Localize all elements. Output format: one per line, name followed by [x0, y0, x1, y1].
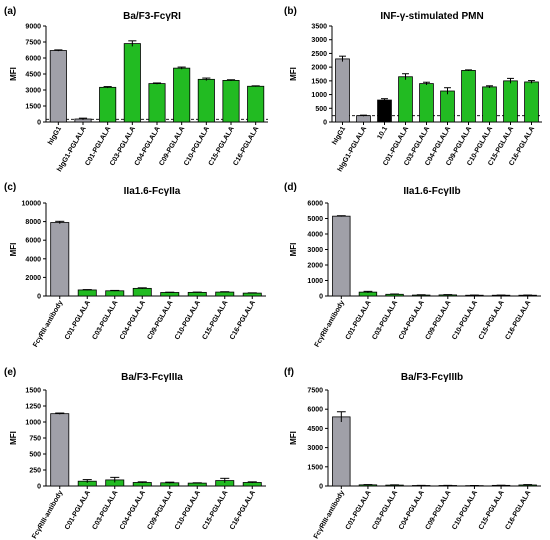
bar [440, 90, 455, 123]
y-tick-label: 6000 [307, 407, 323, 414]
bar [398, 76, 413, 123]
y-axis-label: MFI [9, 431, 18, 445]
y-tick-label: 6000 [307, 201, 323, 208]
y-tick-label: 0 [319, 294, 323, 301]
chart-title: Ba/F3-FcγIIIb [401, 372, 463, 383]
y-tick-label: 250 [29, 468, 41, 475]
y-tick-label: 6000 [25, 56, 41, 63]
chart-title: Ba/F3-FcγRI [123, 11, 181, 22]
y-tick-label: 0 [37, 294, 41, 301]
y-tick-label: 5000 [307, 216, 323, 223]
bar [187, 482, 207, 487]
panel-label: (b) [284, 6, 297, 17]
y-axis-label: MFI [9, 243, 18, 257]
y-tick-label: 1000 [311, 92, 327, 99]
y-tick-label: 4500 [307, 426, 323, 433]
bar [419, 83, 434, 123]
y-tick-label: 3000 [25, 88, 41, 95]
y-tick-label: 3000 [307, 247, 323, 254]
bar [132, 287, 152, 297]
y-tick-label: 0 [319, 484, 323, 491]
y-tick-label: 7500 [25, 40, 41, 47]
bar [377, 99, 392, 123]
bar [242, 292, 262, 297]
chart-title: IIa1.6-FcγIIa [124, 186, 181, 197]
y-tick-label: 3500 [311, 24, 327, 31]
bar [247, 85, 265, 123]
chart-title: INF-γ-stimulated PMN [380, 11, 483, 22]
y-tick-label: 1500 [25, 388, 41, 395]
y-axis-label: MFI [289, 431, 298, 445]
bar [173, 67, 191, 123]
y-tick-label: 6000 [25, 238, 41, 245]
y-tick-label: 0 [323, 120, 327, 127]
y-tick-label: 0 [37, 484, 41, 491]
bar [222, 80, 240, 123]
y-tick-label: 1500 [311, 78, 327, 85]
y-tick-label: 3000 [307, 445, 323, 452]
bar [215, 291, 235, 297]
y-tick-label: 1000 [307, 278, 323, 285]
bar [77, 289, 97, 297]
y-tick-label: 4500 [25, 72, 41, 79]
y-axis-label: MFI [9, 67, 18, 81]
y-tick-label: 500 [315, 106, 327, 113]
y-tick-label: 500 [29, 452, 41, 459]
y-tick-label: 4000 [307, 232, 323, 239]
bar [356, 115, 371, 123]
panel-label: (a) [4, 6, 16, 17]
bar [160, 292, 180, 297]
y-tick-label: 10000 [22, 201, 42, 208]
y-tick-label: 1000 [25, 420, 41, 427]
panel-label: (c) [4, 182, 16, 193]
y-tick-label: 750 [29, 436, 41, 443]
y-axis-label: MFI [289, 243, 298, 257]
bar [105, 290, 125, 297]
y-tick-label: 4000 [25, 256, 41, 263]
y-tick-label: 2000 [307, 263, 323, 270]
bar [49, 50, 67, 123]
bar [503, 80, 518, 123]
chart-title: Ba/F3-FcγIIIa [121, 372, 183, 383]
y-tick-label: 1500 [25, 104, 41, 111]
bar [148, 83, 166, 123]
bar [187, 291, 207, 297]
bar [461, 70, 476, 123]
y-tick-label: 9000 [25, 24, 41, 31]
y-tick-label: 1500 [307, 464, 323, 471]
panel-label: (f) [284, 367, 294, 378]
bar [332, 416, 351, 487]
y-tick-label: 2000 [311, 65, 327, 72]
bar [123, 43, 141, 123]
y-tick-label: 2000 [25, 275, 41, 282]
y-tick-label: 3000 [311, 37, 327, 44]
bar [482, 86, 497, 123]
y-axis-label: MFI [289, 67, 298, 81]
bar [99, 86, 117, 123]
bar [524, 81, 539, 123]
y-tick-label: 8000 [25, 219, 41, 226]
y-tick-label: 2500 [311, 51, 327, 58]
y-tick-label: 7500 [307, 388, 323, 395]
bar [197, 78, 215, 123]
bar [335, 58, 350, 123]
bar [50, 222, 70, 297]
panel-label: (e) [4, 367, 16, 378]
y-tick-label: 0 [37, 120, 41, 127]
bar [50, 413, 70, 487]
y-tick-label: 1250 [25, 404, 41, 411]
panel-label: (d) [284, 182, 297, 193]
bar [332, 215, 351, 297]
chart-title: IIa1.6-FcγIIb [403, 186, 460, 197]
